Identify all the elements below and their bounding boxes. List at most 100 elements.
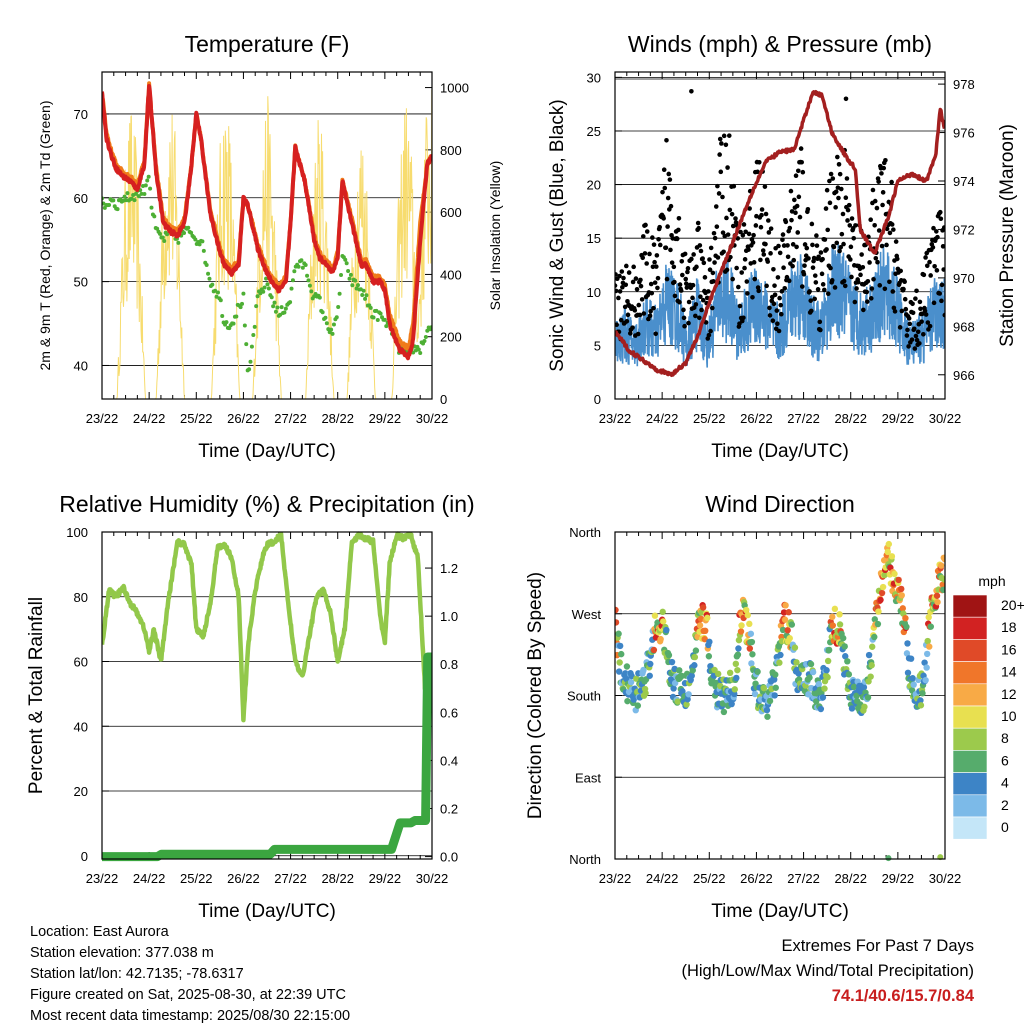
gust-point [816,254,821,260]
dewpoint-point [334,315,339,320]
gust-point [717,152,722,157]
gust-point [891,305,897,311]
gust-point [617,289,623,294]
dewpoint-point [422,339,427,344]
dewpoint-point [143,183,148,188]
gust-point [918,306,923,312]
gust-point [711,230,717,236]
dewpoint-point [197,242,202,247]
direction-point [786,635,793,642]
colorbar-label: 18 [1001,619,1017,635]
gust-point [624,318,630,324]
direction-point [734,666,741,674]
direction-point [766,697,774,705]
gust-point [718,169,724,175]
gust-point [845,218,850,223]
rh-ytick-right-label: 0.8 [440,657,458,672]
dir-xtick-label: 24/22 [646,871,679,886]
gust-point [715,183,720,189]
gust-point [643,222,648,228]
rh-ytick-label: 60 [74,655,88,670]
gust-point [772,292,778,298]
gust-point [808,298,814,303]
direction-point [891,570,898,578]
dewpoint-point [416,347,421,352]
gust-point [655,275,661,281]
direction-point [926,643,933,650]
gust-point [728,254,733,260]
gust-point [809,308,814,314]
gust-point [827,178,832,184]
gust-point [640,234,646,239]
direction-point [865,651,873,659]
dir-ytick-label: North [569,525,601,540]
gust-point [706,332,712,338]
gust-point [682,251,688,257]
dewpoint-point [231,321,236,326]
gust-point [815,287,821,292]
temp-ytick-label: 60 [74,191,88,206]
direction-point [784,627,791,634]
wind-xtick-label: 26/22 [740,411,773,426]
colorbar-label: 2 [1001,797,1009,813]
gust-point [712,260,717,265]
gust-point [797,214,803,220]
dir-ytick-label: North [569,852,601,867]
gust-point [633,276,639,281]
direction-point [660,618,667,625]
temp-xtick-label: 30/22 [416,411,449,426]
gust-point [740,232,746,238]
gust-point [666,171,672,177]
gust-point [829,278,835,283]
temp-panel: Temperature (F) Time (Day/UTC) 23/22 24/22 2… [37,31,503,462]
dewpoint-point [317,295,322,300]
direction-point [904,669,912,677]
direction-point [923,664,930,671]
gust-point [793,210,798,216]
latlon-text: Station lat/lon: 42.7135; -78.6317 [30,966,244,982]
temp-ytick-right-label: 1000 [440,81,469,96]
dewpoint-point [347,276,352,281]
direction-point [763,706,771,714]
dewpoint-point [254,304,259,309]
gust-point [791,257,797,263]
wind-ytick-label: 30 [587,70,601,85]
gust-point [720,230,726,235]
gust-point [632,308,638,313]
gust-point [840,211,846,217]
gust-point [739,270,745,275]
gust-point [807,289,812,294]
colorbar-swatch [952,705,988,729]
gust-point [930,245,936,250]
gust-point [720,194,725,200]
extremes-title: Extremes For Past 7 Days [781,937,974,955]
gust-point [825,227,831,233]
gust-point [795,168,801,174]
dewpoint-point [384,324,389,329]
gust-point [689,88,694,94]
recent-data-text: Most recent data timestamp: 2025/08/30 2… [30,1008,351,1024]
direction-point [777,651,784,659]
rh-xtick-label: 27/22 [274,871,307,886]
gust-point [804,245,810,251]
direction-point [907,655,915,662]
gust-point [853,223,858,228]
gust-point [694,264,699,270]
dewpoint-point [149,205,154,210]
dewpoint-point [336,304,341,309]
rh-ytick-right-label: 0.0 [440,850,458,865]
gust-point [813,280,819,285]
dewpoint-point [162,239,167,244]
gust-point [637,312,643,318]
gust-point [881,165,887,171]
direction-point [917,697,924,704]
temp-xtick-label: 26/22 [227,411,260,426]
gust-point [935,234,940,240]
dewpoint-point [201,248,206,253]
direction-point [793,659,800,666]
wind-ytick-right-label: 978 [953,77,975,92]
dir-ytick-label: West [572,607,602,622]
colorbar-label: 12 [1001,686,1017,702]
gust-point [793,173,799,179]
rh-ylabel: Percent & Total Rainfall [26,597,47,794]
